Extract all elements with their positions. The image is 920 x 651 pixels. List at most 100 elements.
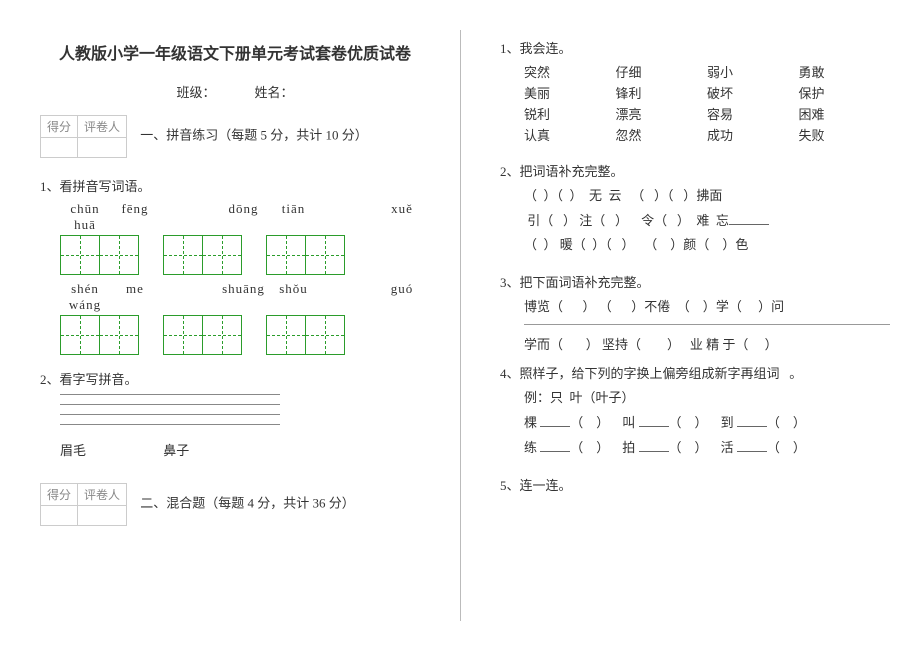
blank-line[interactable] — [737, 439, 767, 452]
q1-1-heading: 1、看拼音写词语。 — [40, 176, 430, 195]
table-row: 美丽 锋利 破坏 保护 — [524, 82, 890, 103]
char-box[interactable] — [202, 235, 242, 275]
char: 令 — [641, 213, 654, 228]
pinyin: dōng — [219, 201, 269, 217]
char-box[interactable] — [266, 235, 306, 275]
pinyin: shén — [60, 281, 110, 297]
match-word[interactable]: 漂亮 — [616, 103, 708, 124]
word: 学而 — [524, 337, 550, 352]
q2-3-body: 博览（ ） （ ）不倦 （ ）学（ ）问 学而（ ） 坚持（ ） 业 精 于（ … — [524, 295, 890, 357]
score-cell: 得分 — [41, 116, 78, 138]
grader-cell: 评卷人 — [78, 116, 127, 138]
score-blank[interactable] — [41, 138, 78, 158]
pinyin-row-2: shénme shuāngshǒu guó wáng — [60, 281, 430, 313]
match-word[interactable]: 锋利 — [616, 82, 708, 103]
char-box[interactable] — [60, 235, 100, 275]
char-box[interactable] — [202, 315, 242, 355]
char: 暖 — [560, 237, 573, 252]
char-box[interactable] — [305, 235, 345, 275]
score-table-1: 得分 评卷人 — [40, 115, 127, 158]
section-1-line: 得分 评卷人 一、拼音练习（每题 5 分，共计 10 分） — [40, 115, 430, 158]
char: 练 — [524, 440, 537, 455]
grader-blank[interactable] — [78, 506, 127, 526]
match-word[interactable]: 仔细 — [616, 61, 708, 82]
char-box[interactable] — [99, 235, 139, 275]
blank-line[interactable] — [729, 212, 769, 225]
char-box[interactable] — [266, 315, 306, 355]
char: 色 — [735, 237, 748, 252]
match-word[interactable]: 破坏 — [707, 82, 799, 103]
score-cell: 得分 — [41, 484, 78, 506]
char-box[interactable] — [163, 315, 203, 355]
char: 活 — [721, 440, 734, 455]
table-row: 锐利 漂亮 容易 困难 — [524, 103, 890, 124]
char-box[interactable] — [305, 315, 345, 355]
match-word[interactable]: 保护 — [799, 82, 891, 103]
match-word[interactable]: 弱小 — [707, 61, 799, 82]
pinyin-row-1: chūnfēng dōngtiān xuěhuā — [60, 201, 430, 233]
blank-line[interactable] — [737, 414, 767, 427]
char: 棵 — [524, 415, 537, 430]
example-label: 例：只 — [524, 390, 563, 405]
left-column: 人教版小学一年级语文下册单元考试套卷优质试卷 班级： 姓名： 得分 评卷人 一、… — [0, 0, 460, 651]
table-row: 突然 仔细 弱小 勇敢 — [524, 61, 890, 82]
blank-line[interactable] — [540, 414, 570, 427]
blank-line[interactable] — [639, 414, 669, 427]
char: 注 — [579, 213, 592, 228]
match-word[interactable]: 勇敢 — [799, 61, 891, 82]
name-label: 姓名： — [255, 85, 294, 100]
match-word[interactable]: 突然 — [524, 61, 616, 82]
match-word[interactable]: 美丽 — [524, 82, 616, 103]
word: 眉毛 — [60, 440, 160, 459]
pinyin: tiān — [269, 201, 319, 217]
char: 引 — [527, 213, 540, 228]
word: 博览 — [524, 299, 550, 314]
word: 学 — [716, 299, 729, 314]
grid-row-1 — [60, 235, 430, 275]
page-title: 人教版小学一年级语文下册单元考试套卷优质试卷 — [40, 40, 430, 64]
grader-cell: 评卷人 — [78, 484, 127, 506]
q2-2-body: （ ）（ ） 无 云 （ ）（ ）拂面 引（ ） 注（ ） 令（ ） 难 忘 （… — [524, 184, 890, 258]
write-pinyin-lines[interactable] — [60, 394, 280, 434]
q2-5-heading: 5、连一连。 — [500, 475, 890, 494]
pinyin: me — [110, 281, 160, 297]
match-word[interactable]: 困难 — [799, 103, 891, 124]
match-word[interactable]: 失败 — [799, 124, 891, 145]
pinyin: shuāng — [219, 281, 269, 297]
section-1-title: 一、拼音练习（每题 5 分，共计 10 分） — [140, 127, 368, 142]
section-2-line: 得分 评卷人 二、混合题（每题 4 分，共计 36 分） — [40, 483, 430, 526]
class-label: 班级： — [176, 85, 215, 100]
char: 拍 — [622, 440, 635, 455]
char-box[interactable] — [99, 315, 139, 355]
page: 人教版小学一年级语文下册单元考试套卷优质试卷 班级： 姓名： 得分 评卷人 一、… — [0, 0, 920, 651]
match-word[interactable]: 忽然 — [616, 124, 708, 145]
match-word[interactable]: 容易 — [707, 103, 799, 124]
score-blank[interactable] — [41, 506, 78, 526]
char: 叫 — [622, 415, 635, 430]
match-word[interactable]: 成功 — [707, 124, 799, 145]
word: 坚持 — [602, 337, 628, 352]
word-row: 眉毛 鼻子 — [60, 440, 430, 459]
table-row: 认真 忽然 成功 失败 — [524, 124, 890, 145]
q1-2-heading: 2、看字写拼音。 — [40, 369, 430, 388]
q2-4-heading: 4、照样子，给下列的字换上偏旁组成新字再组词 。 — [500, 363, 890, 382]
q2-3-heading: 3、把下面词语补充完整。 — [500, 272, 890, 291]
word: 问 — [771, 299, 784, 314]
char-box[interactable] — [163, 235, 203, 275]
word: 业 精 于 — [690, 337, 736, 352]
char: 到 — [721, 415, 734, 430]
char-box[interactable] — [60, 315, 100, 355]
q2-4-heading-text: 4、照样子，给下列的字换上偏旁组成新字再组词 — [500, 366, 780, 381]
match-word[interactable]: 锐利 — [524, 103, 616, 124]
char: 无 — [589, 188, 602, 203]
pinyin: wáng — [60, 297, 110, 313]
grader-blank[interactable] — [78, 138, 127, 158]
pinyin: shǒu — [269, 281, 319, 297]
pinyin: xuě — [377, 201, 427, 217]
blank-line[interactable] — [540, 439, 570, 452]
blank-line[interactable] — [639, 439, 669, 452]
match-word[interactable]: 认真 — [524, 124, 616, 145]
pinyin: guó — [377, 281, 427, 297]
section-2-title: 二、混合题（每题 4 分，共计 36 分） — [140, 495, 355, 510]
char: 忘 — [716, 213, 729, 228]
